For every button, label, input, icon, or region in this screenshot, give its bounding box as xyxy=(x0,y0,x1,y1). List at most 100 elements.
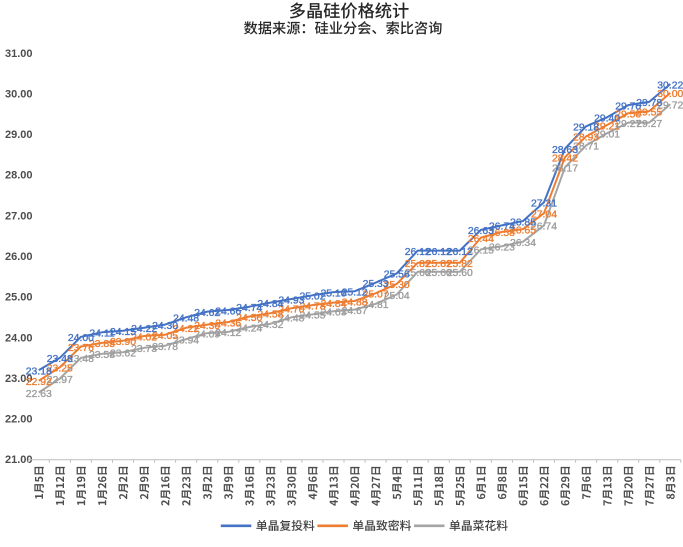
svg-text:24.09: 24.09 xyxy=(194,329,220,340)
svg-text:24.78: 24.78 xyxy=(299,301,325,312)
svg-text:29.70: 29.70 xyxy=(615,101,641,112)
svg-text:28.00: 28.00 xyxy=(5,170,33,182)
svg-text:24.50: 24.50 xyxy=(236,313,262,324)
svg-text:24.12: 24.12 xyxy=(215,328,241,339)
svg-text:25.82: 25.82 xyxy=(405,259,431,270)
svg-text:26.63: 26.63 xyxy=(468,226,494,237)
svg-text:24.02: 24.02 xyxy=(131,332,157,343)
svg-text:23.85: 23.85 xyxy=(89,339,115,350)
svg-text:29.50: 29.50 xyxy=(615,110,641,121)
svg-text:23.78: 23.78 xyxy=(152,342,178,353)
svg-text:25.60: 25.60 xyxy=(447,268,473,279)
svg-text:22.00: 22.00 xyxy=(5,414,33,426)
svg-text:29.55: 29.55 xyxy=(636,108,662,119)
svg-text:23.25: 23.25 xyxy=(47,364,73,375)
svg-text:29.72: 29.72 xyxy=(657,101,683,112)
svg-text:25.82: 25.82 xyxy=(447,259,473,270)
svg-text:23.58: 23.58 xyxy=(89,350,115,361)
svg-text:23.73: 23.73 xyxy=(131,344,157,355)
svg-text:23.18: 23.18 xyxy=(26,366,52,377)
svg-text:23.48: 23.48 xyxy=(68,354,94,365)
svg-text:25.82: 25.82 xyxy=(426,259,452,270)
svg-text:26.12: 26.12 xyxy=(426,247,452,258)
svg-text:24.58: 24.58 xyxy=(257,310,283,321)
svg-text:26.44: 26.44 xyxy=(468,234,494,245)
svg-text:24.00: 24.00 xyxy=(5,332,33,344)
svg-text:26.23: 26.23 xyxy=(489,243,515,254)
svg-text:24.70: 24.70 xyxy=(278,305,304,316)
svg-text:29.27: 29.27 xyxy=(636,119,662,130)
svg-text:28.63: 28.63 xyxy=(552,145,578,156)
svg-text:24.93: 24.93 xyxy=(278,295,304,306)
svg-text:25.60: 25.60 xyxy=(405,268,431,279)
svg-text:25.60: 25.60 xyxy=(426,268,452,279)
svg-text:24.66: 24.66 xyxy=(215,306,241,317)
svg-text:25.07: 25.07 xyxy=(363,290,389,301)
svg-text:26.58: 26.58 xyxy=(489,228,515,239)
svg-text:27.00: 27.00 xyxy=(5,210,33,222)
svg-text:23.00: 23.00 xyxy=(5,373,33,385)
svg-text:26.34: 26.34 xyxy=(510,238,536,249)
svg-text:23.48: 23.48 xyxy=(47,354,73,365)
svg-text:26.15: 26.15 xyxy=(468,246,494,257)
svg-text:23.90: 23.90 xyxy=(110,337,136,348)
svg-text:25.56: 25.56 xyxy=(384,270,410,281)
svg-text:21.00: 21.00 xyxy=(5,454,33,466)
svg-text:30.22: 30.22 xyxy=(657,80,683,91)
svg-text:26.12: 26.12 xyxy=(405,247,431,258)
svg-text:26.85: 26.85 xyxy=(510,217,536,228)
svg-text:24.22: 24.22 xyxy=(173,324,199,335)
svg-text:26.65: 26.65 xyxy=(510,225,536,236)
svg-text:25.12: 25.12 xyxy=(342,288,368,299)
svg-text:29.78: 29.78 xyxy=(636,98,662,109)
svg-text:24.81: 24.81 xyxy=(363,300,389,311)
svg-text:29.40: 29.40 xyxy=(594,114,620,125)
svg-text:25.30: 25.30 xyxy=(384,280,410,291)
svg-text:26.74: 26.74 xyxy=(489,222,515,233)
svg-text:25.02: 25.02 xyxy=(299,292,325,303)
svg-text:24.63: 24.63 xyxy=(320,308,346,319)
svg-text:24.30: 24.30 xyxy=(152,321,178,332)
svg-text:24.48: 24.48 xyxy=(173,314,199,325)
svg-text:27.31: 27.31 xyxy=(531,199,557,210)
svg-text:29.18: 29.18 xyxy=(573,123,599,134)
svg-text:24.74: 24.74 xyxy=(236,303,262,314)
svg-text:29.00: 29.00 xyxy=(5,129,33,141)
svg-text:24.32: 24.32 xyxy=(257,320,283,331)
svg-text:30.00: 30.00 xyxy=(657,89,683,100)
svg-text:24.55: 24.55 xyxy=(299,311,325,322)
svg-text:30.00: 30.00 xyxy=(5,88,33,100)
svg-text:28.93: 28.93 xyxy=(573,133,599,144)
svg-text:22.97: 22.97 xyxy=(47,375,73,386)
svg-text:26.12: 26.12 xyxy=(447,247,473,258)
svg-text:24.30: 24.30 xyxy=(194,321,220,332)
svg-text:29.27: 29.27 xyxy=(615,119,641,130)
svg-text:24.62: 24.62 xyxy=(194,308,220,319)
svg-text:23.62: 23.62 xyxy=(110,349,136,360)
svg-text:31.00: 31.00 xyxy=(5,48,33,60)
svg-text:24.22: 24.22 xyxy=(131,324,157,335)
svg-text:28.17: 28.17 xyxy=(552,164,578,175)
svg-text:24.67: 24.67 xyxy=(342,306,368,317)
svg-text:24.84: 24.84 xyxy=(257,299,283,310)
svg-text:25.00: 25.00 xyxy=(5,292,33,304)
svg-text:25.04: 25.04 xyxy=(384,291,410,302)
svg-text:29.21: 29.21 xyxy=(594,121,620,132)
svg-text:25.10: 25.10 xyxy=(320,288,346,299)
svg-text:23.94: 23.94 xyxy=(173,336,199,347)
svg-text:24.24: 24.24 xyxy=(236,323,262,334)
svg-text:29.01: 29.01 xyxy=(594,130,620,141)
svg-text:27.04: 27.04 xyxy=(531,210,557,221)
svg-text:26.00: 26.00 xyxy=(5,251,33,263)
svg-text:25.33: 25.33 xyxy=(363,279,389,290)
svg-text:24.11: 24.11 xyxy=(89,329,114,340)
svg-text:24.15: 24.15 xyxy=(110,327,136,338)
svg-text:24.48: 24.48 xyxy=(278,314,304,325)
svg-text:24.36: 24.36 xyxy=(215,318,241,329)
svg-text:24.88: 24.88 xyxy=(342,297,368,308)
svg-text:24.05: 24.05 xyxy=(152,331,178,342)
svg-text:22.63: 22.63 xyxy=(26,389,52,400)
svg-text:24.00: 24.00 xyxy=(68,333,94,344)
svg-text:28.71: 28.71 xyxy=(573,142,599,153)
svg-text:24.84: 24.84 xyxy=(320,299,346,310)
